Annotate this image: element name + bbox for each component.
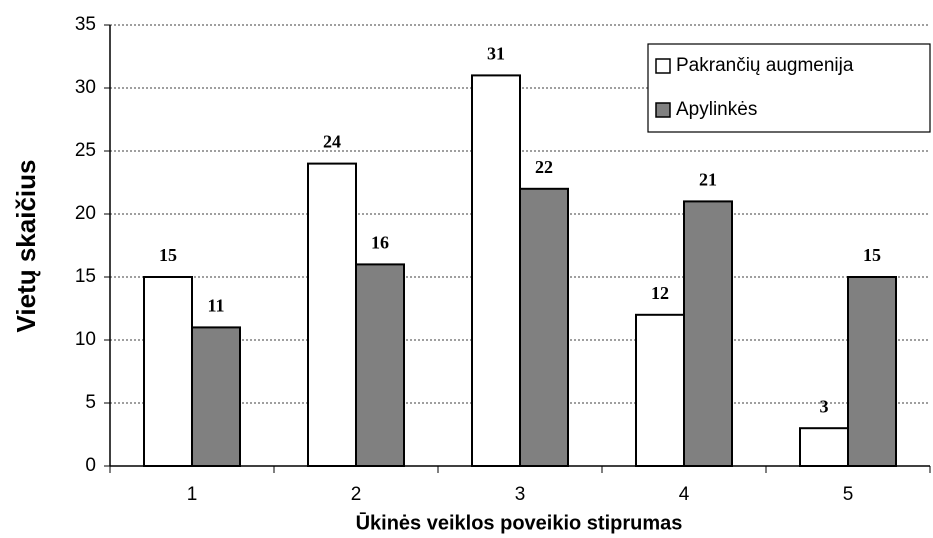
y-tick-label: 30 <box>75 77 96 98</box>
bar <box>799 427 849 468</box>
x-tick-label: 3 <box>515 484 526 505</box>
x-tick-label: 4 <box>679 484 690 505</box>
legend-label: Pakrančių augmenija <box>676 55 854 76</box>
bar <box>355 263 405 467</box>
x-tick-label: 2 <box>351 484 362 505</box>
value-label: 15 <box>159 245 177 265</box>
y-tick-label: 0 <box>85 455 96 476</box>
legend-box <box>647 43 931 133</box>
bar <box>471 74 521 468</box>
y-tick-label: 10 <box>75 329 96 350</box>
y-axis-label: Vietų skaičius <box>11 160 41 333</box>
bar <box>307 162 357 467</box>
legend-swatch <box>655 102 671 118</box>
value-label: 12 <box>651 283 669 303</box>
y-tick-label: 20 <box>75 203 96 224</box>
value-label: 22 <box>535 157 553 177</box>
x-axis-label: Ūkinės veiklos poveikio stiprumas <box>356 512 683 534</box>
value-label: 3 <box>820 396 829 416</box>
value-label: 11 <box>207 296 224 316</box>
bar <box>191 326 241 467</box>
y-tick-label: 25 <box>75 140 96 161</box>
bar <box>635 313 685 467</box>
value-label: 24 <box>323 132 341 152</box>
bar <box>519 187 569 468</box>
value-label: 21 <box>699 170 717 190</box>
y-tick-label: 15 <box>75 266 96 287</box>
bar <box>683 200 733 467</box>
value-label: 16 <box>371 233 389 253</box>
value-label: 15 <box>863 245 881 265</box>
value-label: 31 <box>487 44 505 64</box>
y-tick-label: 5 <box>85 392 96 413</box>
legend-label: Apylinkės <box>676 99 757 120</box>
x-tick-label: 1 <box>187 484 198 505</box>
legend-swatch <box>655 58 671 74</box>
x-tick-label: 5 <box>843 484 854 505</box>
y-tick-label: 35 <box>75 14 96 35</box>
bar <box>847 276 897 467</box>
bar <box>143 276 193 467</box>
